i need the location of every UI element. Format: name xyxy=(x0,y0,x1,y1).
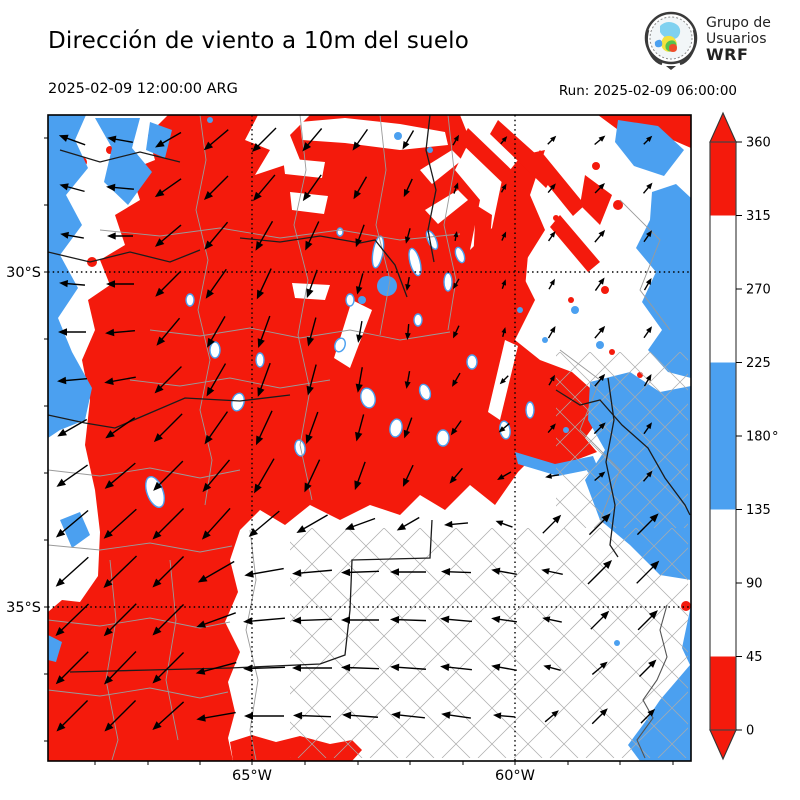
colorbar-tick-label: 315 xyxy=(746,209,771,224)
axis-ticks xyxy=(44,137,674,765)
colorbar-tick-label: 270 xyxy=(746,283,771,298)
valid-time-label: 2025-02-09 12:00:00 ARG xyxy=(48,81,238,97)
province-borders xyxy=(48,115,691,759)
wind-arrows xyxy=(55,127,660,732)
logo-text-line2: Usuarios xyxy=(706,30,767,47)
colorbar-labels: 0 45 90 135 180 225 270 315 360 ° xyxy=(736,136,779,739)
map-layers xyxy=(48,115,691,761)
lon-label: 65°W xyxy=(232,768,272,784)
blue-wind-regions xyxy=(48,115,691,761)
logo-text-line1: Grupo de xyxy=(706,15,771,31)
county-lattice xyxy=(290,352,688,758)
map-frame xyxy=(47,114,692,762)
colorbar-tick-label: 90 xyxy=(746,577,763,592)
lon-label: 60°W xyxy=(495,768,535,784)
colorbar-tick-label: 0 xyxy=(746,724,754,739)
colorbar-arrow-top xyxy=(709,111,737,143)
page-title: Dirección de viento a 10m del suelo xyxy=(48,28,470,54)
lat-label: 30°S xyxy=(6,265,41,281)
colorbar-tick-label: 360 xyxy=(746,136,771,151)
red-wind-regions xyxy=(48,115,691,761)
colorbar-tick-label: 135 xyxy=(746,503,771,518)
colorbar xyxy=(709,111,737,761)
lat-label: 35°S xyxy=(6,600,41,616)
colorbar-unit-label: ° xyxy=(772,430,779,445)
axis-labels: 30°S 35°S 65°W 60°W xyxy=(6,265,535,784)
logo-text-line3: WRF xyxy=(706,45,749,64)
colorbar-tick-label: 45 xyxy=(746,650,763,665)
graticule xyxy=(48,115,691,761)
run-time-label: Run: 2025-02-09 06:00:00 xyxy=(558,83,737,99)
colorbar-tick-label: 225 xyxy=(746,356,771,371)
colorbar-arrow-bottom xyxy=(709,729,737,761)
colorbar-tick-label: 180 xyxy=(746,430,771,445)
wrf-logo: Grupo de Usuarios WRF xyxy=(642,10,771,70)
wrf-globe-icon xyxy=(644,11,698,70)
lakes xyxy=(145,227,535,508)
